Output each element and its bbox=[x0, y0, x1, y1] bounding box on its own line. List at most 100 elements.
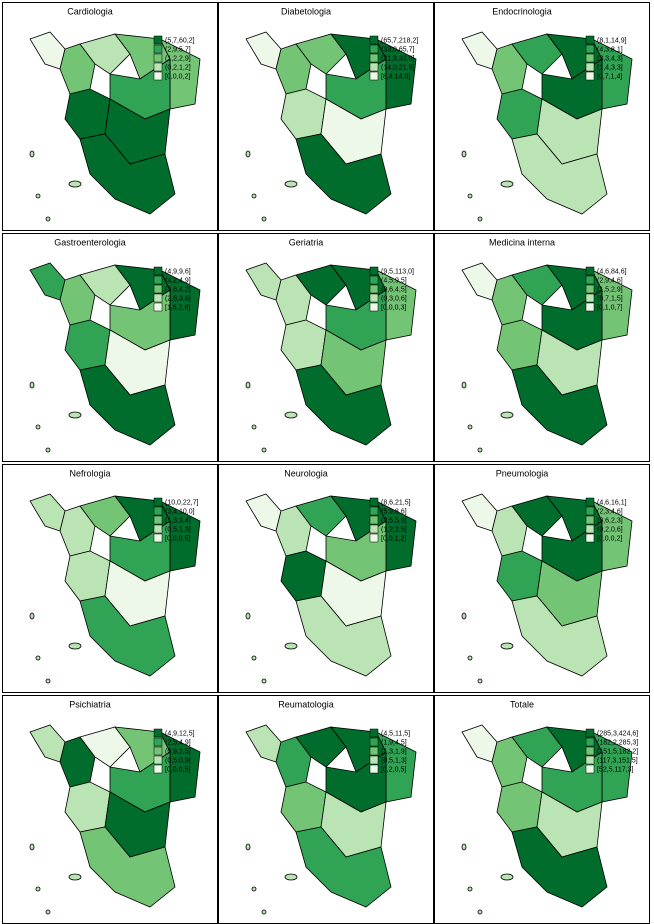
legend-swatch bbox=[585, 506, 595, 516]
legend-label: (1,4,3,3] bbox=[597, 64, 623, 71]
legend-label: (8,6,21,5] bbox=[381, 499, 411, 506]
island bbox=[251, 193, 257, 199]
map-panel: Totale (285,3,424,6] (182,2,285,3] (151,5,1… bbox=[434, 695, 650, 924]
legend-label: (8,1,14,9] bbox=[597, 37, 627, 44]
island bbox=[245, 612, 251, 620]
legend-swatch bbox=[153, 506, 163, 516]
legend-label: (285,3,424,6] bbox=[597, 730, 638, 737]
legend-label: (1,2,2,5] bbox=[381, 526, 407, 533]
island bbox=[284, 180, 298, 188]
legend-swatch bbox=[585, 293, 595, 303]
island bbox=[261, 216, 267, 222]
panel-title: Neurologia bbox=[284, 468, 328, 478]
island bbox=[500, 180, 514, 188]
legend-label: (2,9,4,6] bbox=[597, 277, 623, 284]
region bbox=[29, 262, 66, 301]
panel-border bbox=[2, 464, 218, 693]
region bbox=[79, 595, 176, 677]
panel-title: Cardiologia bbox=[67, 6, 113, 16]
island bbox=[261, 678, 267, 684]
legend-swatch bbox=[585, 62, 595, 72]
island bbox=[45, 678, 51, 684]
map-panel: Gastroenterologia (4,9,9,6] (4,2,4,9] (3,6,… bbox=[2, 233, 218, 462]
legend-swatch bbox=[153, 44, 163, 54]
legend-label: (1,5,2,9] bbox=[597, 286, 623, 293]
region bbox=[64, 781, 111, 833]
legend-label: (0,7,1,5] bbox=[597, 295, 623, 302]
island bbox=[477, 447, 483, 453]
legend-label: (4,5,9,5] bbox=[381, 277, 407, 284]
region bbox=[245, 262, 282, 301]
region bbox=[295, 726, 347, 768]
island bbox=[461, 612, 467, 620]
legend-label: (0,9,2,5] bbox=[165, 748, 191, 755]
region bbox=[280, 319, 327, 371]
region bbox=[280, 781, 327, 833]
legend-swatch bbox=[369, 35, 379, 45]
island bbox=[284, 642, 298, 650]
island bbox=[251, 886, 257, 892]
panel-title: Diabetologia bbox=[281, 6, 331, 16]
legend-swatch bbox=[153, 62, 163, 72]
legend-label: [0,0,0,3] bbox=[381, 304, 406, 311]
legend-label: (2,9,5,7] bbox=[165, 46, 191, 53]
legend-swatch bbox=[369, 755, 379, 765]
island bbox=[461, 150, 467, 158]
region bbox=[245, 724, 282, 763]
legend-label: (33,0,65,7] bbox=[381, 46, 415, 53]
legend-label: (4,5,11,5] bbox=[381, 730, 410, 737]
map bbox=[29, 262, 201, 453]
legend-label: (1,3,1,9] bbox=[381, 748, 407, 755]
legend-label: (10,0,22,7] bbox=[165, 499, 199, 506]
region bbox=[79, 726, 131, 768]
island bbox=[251, 655, 257, 661]
legend-label: (4,3,8,1] bbox=[597, 46, 623, 53]
legend-label: (0,6,2,3] bbox=[597, 517, 623, 524]
island bbox=[45, 909, 51, 915]
legend-swatch bbox=[585, 755, 595, 765]
panel-title: Pneumologia bbox=[496, 468, 549, 478]
island bbox=[68, 411, 82, 419]
region bbox=[79, 33, 131, 75]
legend-swatch bbox=[585, 737, 595, 747]
region bbox=[245, 31, 282, 70]
legend-label: [8,4,14,0] bbox=[381, 73, 410, 80]
legend-label: (0,5,0,9] bbox=[165, 757, 191, 764]
region bbox=[461, 724, 498, 763]
panel-title: Psichiatria bbox=[69, 699, 111, 709]
map-panel: Psichiatria (4,9,12,5] (2,5,4,9] (0,9,2,5] (… bbox=[2, 695, 218, 924]
panel-title: Reumatologia bbox=[278, 699, 334, 709]
region bbox=[461, 31, 498, 70]
legend-swatch bbox=[153, 737, 163, 747]
region bbox=[64, 319, 111, 371]
island bbox=[467, 424, 473, 430]
island bbox=[35, 655, 41, 661]
island bbox=[245, 381, 251, 389]
region bbox=[295, 33, 347, 75]
map bbox=[461, 262, 633, 453]
region bbox=[245, 493, 282, 532]
region bbox=[64, 550, 111, 602]
legend-swatch bbox=[153, 275, 163, 285]
region bbox=[511, 264, 563, 306]
legend-label: (4,6,84,6] bbox=[597, 268, 627, 275]
region bbox=[511, 133, 608, 215]
legend-swatch bbox=[585, 497, 595, 507]
legend-swatch bbox=[585, 35, 595, 45]
panel-title: Medicina interna bbox=[489, 237, 555, 247]
map-panel: Geriatria (9,5,113,0] (4,5,9,5] (0,6,4,5] (0… bbox=[218, 233, 434, 462]
map-panel: Medicina interna (4,6,84,6] (2,9,4,6] (1,5,… bbox=[434, 233, 650, 462]
legend-label: (0,2,1,2] bbox=[165, 64, 191, 71]
legend-label: (2,3,4,6] bbox=[597, 508, 623, 515]
region bbox=[295, 826, 392, 908]
island bbox=[35, 424, 41, 430]
panel-border bbox=[434, 233, 650, 462]
legend-label: (0,3,0,6] bbox=[381, 295, 407, 302]
panel-border bbox=[218, 233, 434, 462]
legend-swatch bbox=[369, 515, 379, 525]
panel-title: Totale bbox=[510, 699, 534, 709]
legend-swatch bbox=[153, 71, 163, 81]
panel-border bbox=[434, 464, 650, 693]
legend-swatch bbox=[585, 515, 595, 525]
legend-label: (3,3,4,3] bbox=[597, 55, 623, 62]
